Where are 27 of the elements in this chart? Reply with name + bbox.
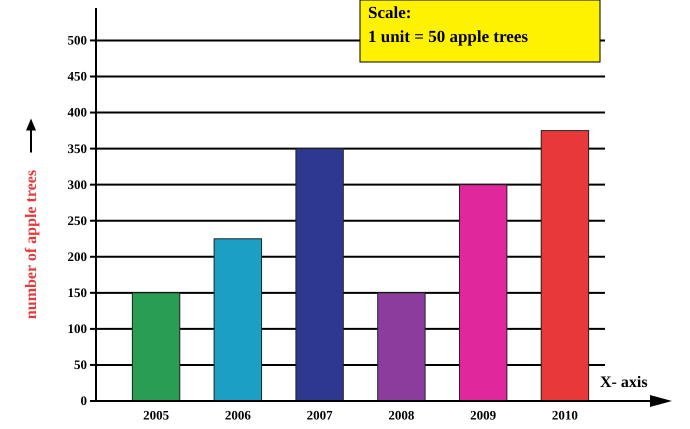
x-tick-label: 2009	[470, 408, 497, 423]
x-tick-label: 2008	[388, 408, 415, 423]
x-tick-label: 2006	[224, 408, 252, 423]
y-tick-label: 250	[68, 212, 87, 228]
y-tick-label: 100	[68, 321, 87, 336]
bar	[132, 292, 180, 402]
y-tick-label: 500	[68, 32, 87, 48]
y-tick-label: 150	[68, 284, 87, 300]
y-axis-title: number of apple trees	[23, 170, 40, 320]
annotation: 1 unit = 50 apple trees	[368, 27, 528, 46]
x-tick-label: 2005	[143, 408, 170, 423]
bar	[377, 292, 426, 402]
bar	[214, 238, 262, 402]
x-axis-title: X- axis	[600, 374, 648, 391]
y-tick-label: 350	[68, 140, 87, 156]
y-tick-label: 200	[68, 248, 87, 264]
bar	[540, 130, 590, 402]
x-tick-label: 2010	[552, 408, 578, 423]
y-tick-label: 0	[80, 393, 87, 408]
y-tick-label: 50	[74, 357, 87, 372]
annotation: Scale:	[368, 3, 412, 22]
x-tick-label: 2007	[306, 408, 334, 423]
bar	[295, 148, 344, 402]
y-tick-label: 450	[68, 68, 87, 84]
y-tick-label: 300	[68, 176, 87, 192]
y-tick-label: 400	[68, 104, 87, 120]
bar	[458, 184, 508, 402]
